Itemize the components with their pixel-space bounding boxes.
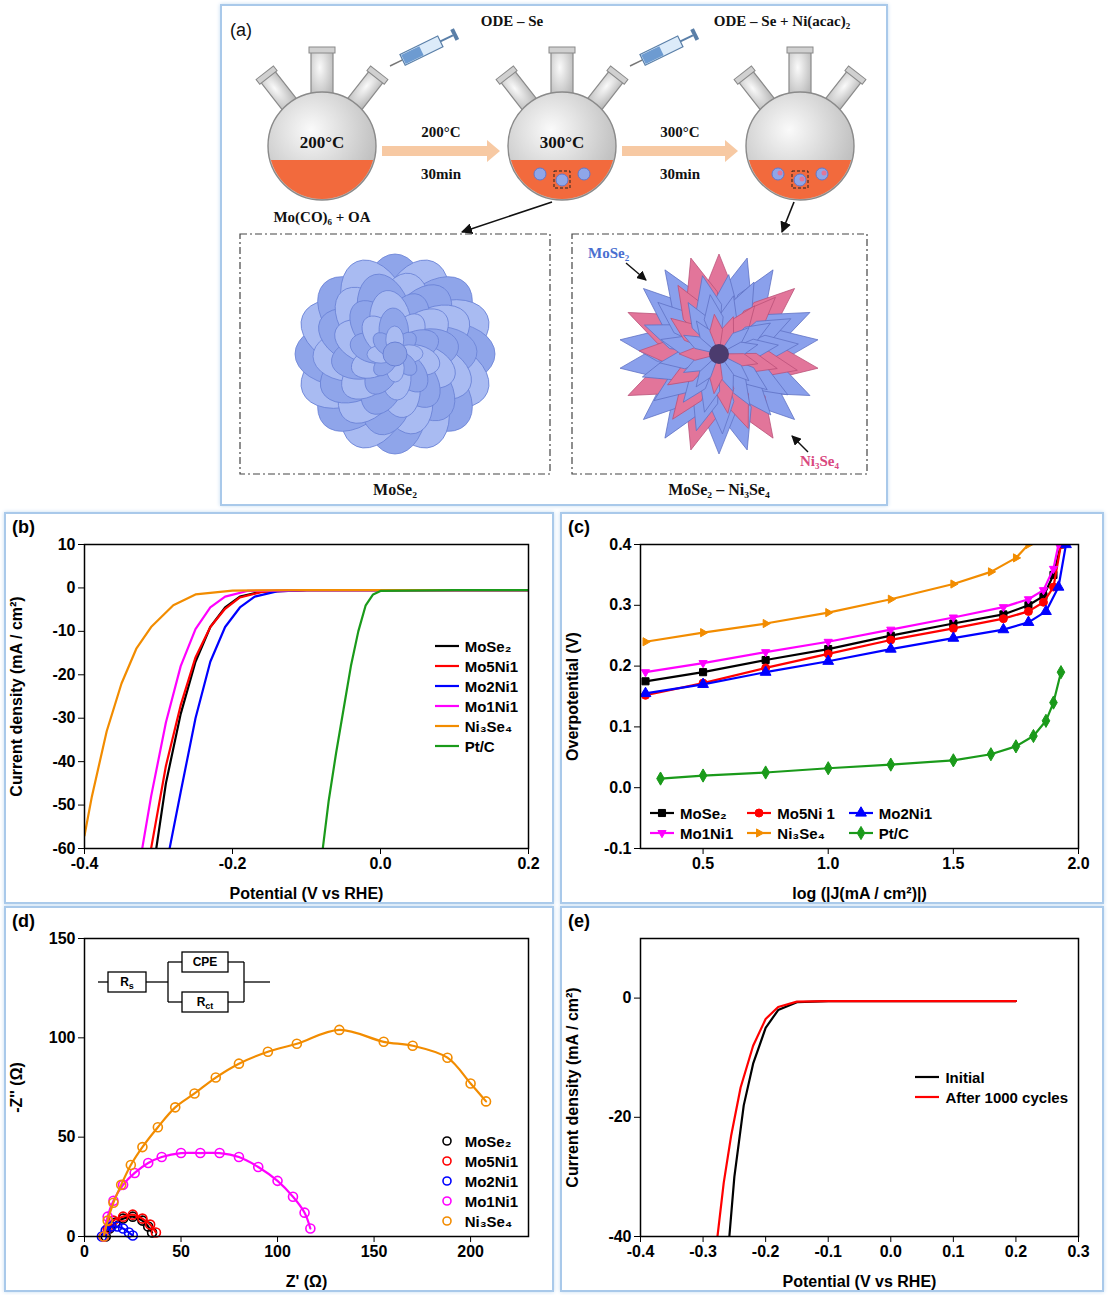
- svg-text:100: 100: [264, 1243, 291, 1260]
- html-text:MoSe₂: MoSe₂: [680, 804, 727, 822]
- svg-text:0: 0: [67, 1228, 76, 1245]
- html-text:Ni₃Se₄: Ni₃Se₄: [464, 1212, 513, 1230]
- svg-text:-20: -20: [52, 666, 75, 683]
- html-text:Mo5Ni1: Mo5Ni1: [464, 657, 518, 675]
- svg-text:200°C: 200°C: [300, 133, 345, 152]
- html-text:Initial: Initial: [945, 1068, 985, 1086]
- svg-text:200°C: 200°C: [421, 124, 460, 140]
- svg-text:0: 0: [623, 989, 632, 1006]
- svg-text:Rs: Rs: [120, 975, 134, 991]
- svg-text:Potential (V vs RHE): Potential (V vs RHE): [783, 1273, 937, 1290]
- svg-text:0.2: 0.2: [517, 855, 539, 872]
- svg-text:0.4: 0.4: [609, 536, 631, 553]
- svg-text:Z' (Ω): Z' (Ω): [286, 1273, 328, 1290]
- svg-text:0.1: 0.1: [609, 718, 631, 735]
- svg-text:0.3: 0.3: [609, 596, 631, 613]
- svg-text:-20: -20: [608, 1108, 631, 1125]
- html-text:Mo1Ni1: Mo1Ni1: [680, 824, 734, 842]
- html-text:(b): (b): [12, 517, 35, 537]
- svg-text:-40: -40: [608, 1227, 632, 1245]
- svg-text:0.5: 0.5: [692, 855, 714, 872]
- html-text:Mo1Ni1: Mo1Ni1: [464, 697, 518, 715]
- svg-text:50: 50: [58, 1128, 76, 1145]
- html-text:Mo5Ni 1: Mo5Ni 1: [777, 804, 835, 822]
- svg-text:Potential (V vs RHE): Potential (V vs RHE): [230, 885, 384, 902]
- svg-text:10: 10: [58, 536, 76, 553]
- svg-text:1.5: 1.5: [942, 855, 964, 872]
- svg-text:-0.1: -0.1: [814, 1243, 842, 1260]
- svg-text:MoSe₂: MoSe₂: [373, 481, 417, 498]
- svg-text:50: 50: [172, 1243, 190, 1260]
- svg-text:0.1: 0.1: [942, 1243, 964, 1260]
- html-text:MoSe₂: MoSe₂: [464, 1132, 512, 1150]
- svg-text:-0.4: -0.4: [627, 1243, 655, 1260]
- svg-text:-60: -60: [52, 839, 76, 857]
- svg-text:Current density (mA / cm²): Current density (mA / cm²): [564, 987, 581, 1187]
- svg-text:-Z'' (Ω): -Z'' (Ω): [8, 1062, 25, 1113]
- html-text:(d): (d): [12, 911, 35, 931]
- html-text:After 1000 cycles: After 1000 cycles: [945, 1088, 1068, 1106]
- html-text:Pt/C: Pt/C: [878, 824, 909, 842]
- svg-text:300°C: 300°C: [660, 124, 699, 140]
- svg-text:Current density (mA / cm²): Current density (mA / cm²): [8, 596, 25, 796]
- svg-text:30min: 30min: [421, 166, 462, 182]
- svg-text:-0.3: -0.3: [689, 1243, 717, 1260]
- svg-text:150: 150: [49, 930, 76, 947]
- svg-text:-0.1: -0.1: [604, 840, 632, 857]
- svg-text:Overpotential (V): Overpotential (V): [564, 632, 581, 761]
- svg-text:-0.2: -0.2: [752, 1243, 780, 1260]
- svg-text:Rct: Rct: [197, 995, 214, 1011]
- svg-text:0.2: 0.2: [1005, 1243, 1027, 1260]
- svg-text:-0.2: -0.2: [219, 855, 247, 872]
- svg-text:MoSe₂: MoSe₂: [588, 245, 630, 261]
- svg-text:200: 200: [457, 1243, 484, 1260]
- svg-text:0: 0: [80, 1243, 89, 1260]
- html-text:Pt/C: Pt/C: [464, 737, 495, 755]
- svg-text:-30: -30: [52, 709, 75, 726]
- svg-text:log (|J(mA / cm²)|): log (|J(mA / cm²)|): [792, 885, 927, 902]
- svg-text:ODE – Se: ODE – Se: [481, 13, 544, 29]
- svg-text:(a): (a): [230, 20, 252, 40]
- svg-text:-40: -40: [52, 753, 75, 770]
- html-text:(e): (e): [568, 911, 590, 931]
- html-text:Mo2Ni1: Mo2Ni1: [464, 677, 518, 695]
- svg-text:300°C: 300°C: [540, 133, 585, 152]
- svg-text:100: 100: [49, 1029, 76, 1046]
- svg-text:Mo(CO)₆ + OA: Mo(CO)₆ + OA: [273, 209, 370, 226]
- html-text:Ni₃Se₄: Ni₃Se₄: [777, 824, 825, 842]
- svg-text:30min: 30min: [660, 166, 701, 182]
- svg-text:Ni₃Se₄: Ni₃Se₄: [800, 453, 839, 469]
- svg-text:-0.4: -0.4: [71, 855, 99, 872]
- svg-text:MoSe₂ – Ni₃Se₄: MoSe₂ – Ni₃Se₄: [668, 481, 770, 498]
- html-text:Mo2Ni1: Mo2Ni1: [878, 804, 933, 822]
- svg-text:2.0: 2.0: [1067, 855, 1089, 872]
- svg-text:ODE – Se + Ni(acac)₂: ODE – Se + Ni(acac)₂: [714, 13, 851, 30]
- svg-text:150: 150: [361, 1243, 388, 1260]
- svg-text:0.0: 0.0: [609, 779, 631, 796]
- html-text:MoSe₂: MoSe₂: [464, 637, 512, 655]
- svg-text:CPE: CPE: [193, 955, 218, 969]
- svg-text:-50: -50: [52, 796, 75, 813]
- html-text:Mo1Ni1: Mo1Ni1: [464, 1192, 518, 1210]
- svg-text:-10: -10: [52, 622, 75, 639]
- html-text:Mo2Ni1: Mo2Ni1: [464, 1172, 518, 1190]
- svg-text:0: 0: [67, 579, 76, 596]
- svg-text:0.3: 0.3: [1067, 1243, 1089, 1260]
- svg-text:0.0: 0.0: [880, 1243, 902, 1260]
- html-text:Ni₃Se₄: Ni₃Se₄: [464, 717, 513, 735]
- svg-text:1.0: 1.0: [817, 855, 839, 872]
- svg-text:0.2: 0.2: [609, 657, 631, 674]
- html-text:(c): (c): [568, 517, 590, 537]
- html-text:Mo5Ni1: Mo5Ni1: [464, 1152, 518, 1170]
- svg-text:0.0: 0.0: [369, 855, 391, 872]
